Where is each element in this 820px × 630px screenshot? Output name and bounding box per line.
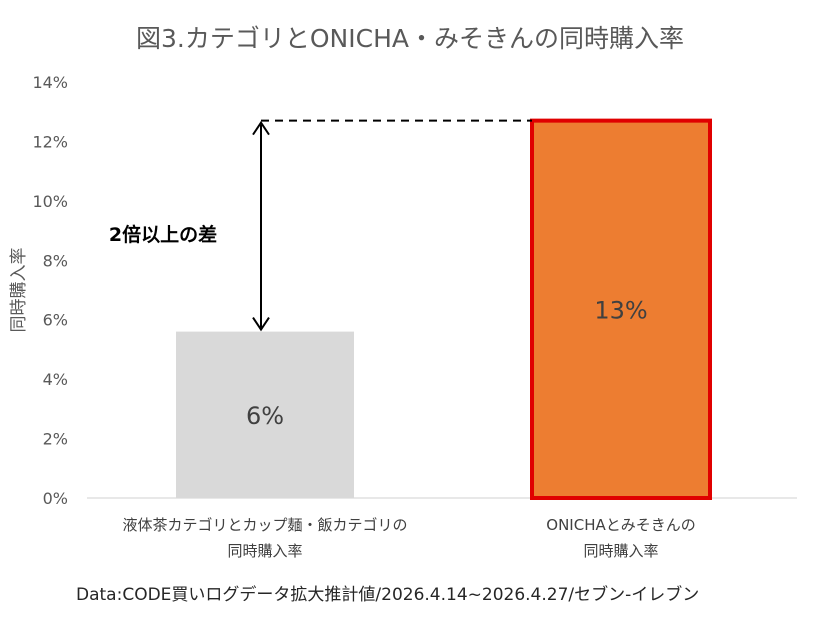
arrow-head-up <box>252 120 270 136</box>
bars <box>176 118 712 500</box>
data-source-note: Data:CODE買いログデータ拡大推計値/2026.4.14~2026.4.2… <box>76 584 699 605</box>
bar-2 <box>530 118 712 500</box>
chart-title: 図3.カテゴリとONICHA・みそきんの同時購入率 <box>136 24 684 53</box>
arrow-head-down <box>252 317 270 332</box>
category-label-1: 液体茶カテゴリとカップ麺・飯カテゴリの <box>122 516 407 534</box>
y-tick-label: 14% <box>32 73 68 92</box>
y-tick-label: 4% <box>43 370 68 389</box>
y-axis-ticks: 0% 2% 4% 6% 8% 10% 12% 14% <box>32 73 68 508</box>
y-tick-label: 2% <box>43 430 68 449</box>
difference-annotation: 2倍以上の差 <box>109 223 217 246</box>
category-label-1: 同時購入率 <box>227 542 302 560</box>
category-label-2: 同時購入率 <box>583 542 658 560</box>
comparison-annotation <box>252 119 532 332</box>
data-labels: 6% 13% <box>246 296 648 429</box>
category-label-2: ONICHAとみそきんの <box>546 516 695 534</box>
category-labels: 液体茶カテゴリとカップ麺・飯カテゴリの同時購入率ONICHAとみそきんの同時購入… <box>122 516 695 560</box>
y-tick-label: 12% <box>32 132 68 151</box>
y-tick-label: 8% <box>43 251 68 270</box>
y-tick-label: 6% <box>43 311 68 330</box>
data-label-1: 6% <box>246 402 284 430</box>
y-tick-label: 10% <box>32 192 68 211</box>
y-axis-label: 同時購入率 <box>9 248 29 333</box>
y-tick-label: 0% <box>43 489 68 508</box>
data-label-2: 13% <box>594 296 647 324</box>
bar-1 <box>176 331 354 498</box>
